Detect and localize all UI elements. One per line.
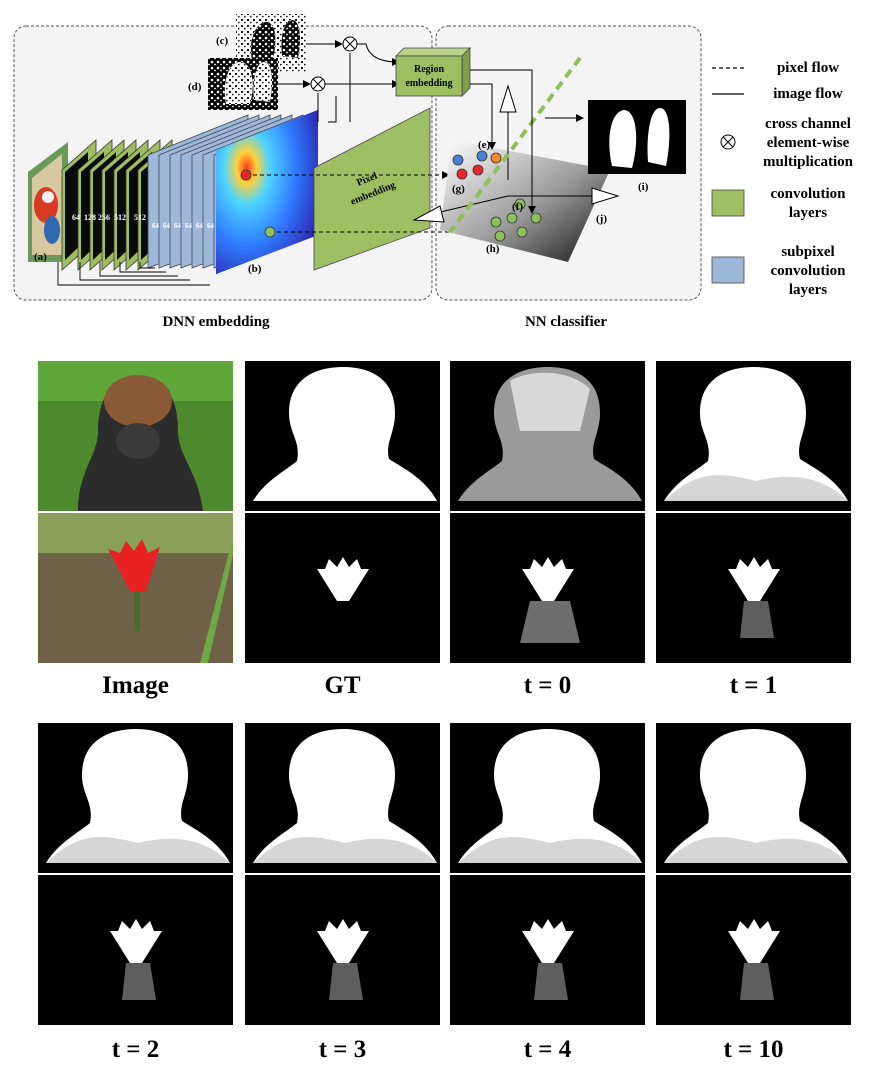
dnn-section-title: DNN embedding (162, 314, 270, 330)
flower-iteration-image (38, 875, 233, 1025)
label-a: (a) (34, 251, 47, 263)
column-label: t = 2 (111, 1036, 160, 1063)
label-f: (f) (512, 201, 523, 213)
subpixel-layer-number: 64 (152, 222, 160, 230)
gorilla-iteration-image (38, 723, 233, 873)
output-mask (588, 100, 686, 174)
label-b: (b) (248, 263, 262, 275)
label-e: (e) (478, 139, 491, 151)
legend-label: image flow (773, 86, 843, 102)
flower-result-image (38, 513, 233, 663)
flower-result-image (450, 513, 645, 663)
cluster-dots (452, 150, 542, 242)
column-label: t = 4 (523, 1036, 572, 1063)
otimes-node-1 (342, 36, 358, 52)
legend-label: element-wise (767, 135, 850, 151)
column-label: GT (324, 672, 361, 699)
nn-section-title: NN classifier (525, 314, 607, 330)
conv-layer-number: 64 (72, 213, 80, 222)
label-g: (g) (452, 183, 465, 195)
subpixel-layer-number: 64 (185, 222, 193, 230)
input-image-thumb (28, 142, 68, 262)
label-c: (c) (216, 35, 229, 47)
subpixel-layer-number: 64 (196, 222, 204, 230)
column-label: t = 0 (523, 672, 572, 699)
gorilla-result-image (38, 361, 233, 511)
otimes-node-2 (310, 76, 326, 92)
region-label-1: Region (414, 64, 444, 75)
flower-result-image (245, 513, 440, 663)
subpixel-layer-number: 64 (174, 222, 182, 230)
legend-label: subpixel (781, 244, 834, 260)
gorilla-result-image (450, 361, 645, 511)
gorilla-iteration-image (656, 723, 851, 873)
legend-label: pixel flow (777, 60, 839, 76)
legend: pixel flow image flow cross channel element… (711, 60, 854, 298)
conv-layer-number: 128 (84, 213, 96, 222)
decision-boundary (448, 56, 582, 234)
conv-layer-number: 512 (134, 213, 146, 222)
column-label: t = 3 (318, 1036, 367, 1063)
column-label: t = 10 (723, 1036, 784, 1063)
legend-blue-swatch (711, 256, 745, 284)
label-i: (i) (638, 181, 649, 193)
flower-iteration-image (656, 875, 851, 1025)
legend-label: layers (789, 205, 827, 221)
gorilla-result-image (656, 361, 851, 511)
column-label: t = 1 (729, 672, 778, 699)
subpixel-layer-number: 64 (163, 222, 171, 230)
mask-d (208, 58, 278, 110)
legend-label: convolution (770, 186, 846, 202)
label-d: (d) (188, 81, 202, 93)
legend-label: convolution (770, 263, 846, 279)
label-h: (h) (486, 243, 500, 255)
column-label: Image (102, 672, 169, 699)
pixel-heatmap (216, 110, 318, 274)
gorilla-result-image (245, 361, 440, 511)
conv-layer-number: 512 (114, 213, 126, 222)
flower-iteration-image (450, 875, 645, 1025)
gorilla-iteration-image (450, 723, 645, 873)
legend-label: layers (789, 282, 827, 298)
gorilla-iteration-image (245, 723, 440, 873)
subpixel-layer-number: 64 (207, 222, 215, 230)
region-label-2: embedding (405, 78, 452, 89)
legend-green-swatch (711, 189, 745, 217)
label-j: (j) (596, 213, 607, 225)
flower-result-image (656, 513, 851, 663)
skip-connections (57, 262, 210, 286)
legend-label: cross channel (765, 116, 851, 132)
conv-layer-number: 256 (98, 213, 110, 222)
flower-iteration-image (245, 875, 440, 1025)
region-embedding-block: Region embedding (395, 47, 471, 97)
legend-label: multiplication (763, 154, 854, 170)
